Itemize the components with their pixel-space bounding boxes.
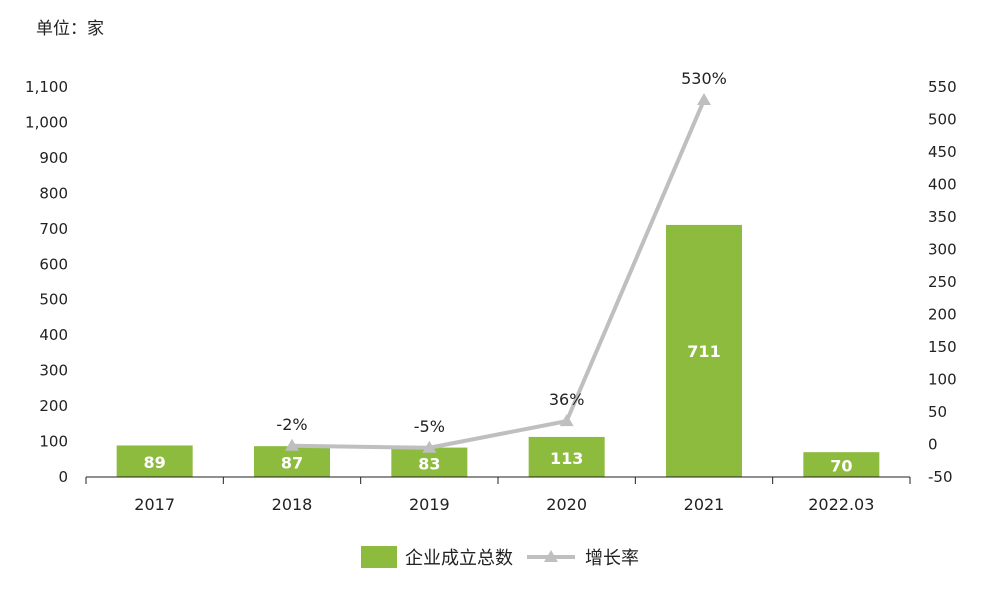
bar-value-label: 70 [830,457,852,476]
growth-rate-point [422,440,437,453]
y-right-tick-label: 250 [928,273,957,291]
y-left-tick-label: 1,000 [25,113,68,131]
growth-rate-label: -2% [276,415,307,434]
y-left-tick-label: 300 [39,362,68,380]
legend-item-bar: 企业成立总数 [361,544,513,570]
growth-rate-label: 36% [549,390,585,409]
y-right-tick-label: 400 [928,176,957,194]
bar [528,436,605,477]
growth-rate-point [559,414,574,427]
growth-rate-point [285,438,299,451]
legend-item-line: 增长率 [525,544,639,570]
bar [116,445,193,477]
y-left-tick-label: 600 [39,255,68,273]
x-tick-label: 2022.03 [808,495,874,514]
y-right-tick-label: -50 [928,468,953,486]
bar-value-label: 87 [281,454,303,473]
y-right-tick-label: 350 [928,208,957,226]
y-right-tick-label: 200 [928,306,957,324]
growth-rate-line [291,99,706,450]
y-left-tick-label: 200 [39,397,68,415]
labels-layer: 89 87 83 113 711 70 -2% -5% 36% 530% [144,69,853,476]
y-left-tick-label: 0 [58,468,68,486]
legend-line-label: 增长率 [585,548,639,569]
y-left-tick-label: 800 [39,184,68,202]
y-left-tick-label: 900 [39,149,68,167]
growth-rate-point [697,93,711,105]
x-tick-label: 2021 [684,495,725,514]
bar [666,224,742,477]
legend-bar-swatch [361,546,397,568]
bars-layer [116,224,880,477]
line-layer [285,93,711,453]
legend-bar-label: 企业成立总数 [405,548,513,569]
x-tick-label: 2019 [409,495,450,514]
x-tick-label: 2020 [546,495,587,514]
x-tick-label: 2018 [272,495,313,514]
combo-chart: 2017 2018 2019 2020 2021 2022.03 0 100 200 300 400… [25,69,957,514]
y-left-tick-label: 400 [39,326,68,344]
y-left-tick-label: 500 [39,291,68,309]
bar-value-label: 711 [687,342,720,361]
bar-value-label: 113 [550,449,583,468]
axes-layer: 2017 2018 2019 2020 2021 2022.03 0 100 200 300 400… [25,78,957,514]
bar-value-label: 83 [418,454,440,473]
unit-label: 单位：家 [36,19,104,39]
legend-line-swatch [527,550,575,562]
growth-rate-label: 530% [681,69,727,88]
y-right-tick-label: 450 [928,143,957,161]
bar-value-label: 89 [144,453,166,472]
growth-rate-label: -5% [414,417,445,436]
y-left-tick-label: 1,100 [25,78,68,96]
y-right-tick-label: 150 [928,338,957,356]
y-left-tick-label: 700 [39,220,68,238]
y-right-tick-label: 50 [928,403,947,421]
y-right-tick-label: 500 [928,111,957,129]
x-tick-label: 2017 [134,495,175,514]
y-right-tick-label: 300 [928,241,957,259]
legend: 企业成立总数 增长率 [0,544,1000,570]
y-right-tick-label: 100 [928,371,957,389]
y-right-tick-label: 550 [928,78,957,96]
y-right-tick-label: 0 [928,436,938,454]
bar [803,452,880,477]
y-left-tick-label: 100 [39,433,68,451]
bar [254,446,330,477]
